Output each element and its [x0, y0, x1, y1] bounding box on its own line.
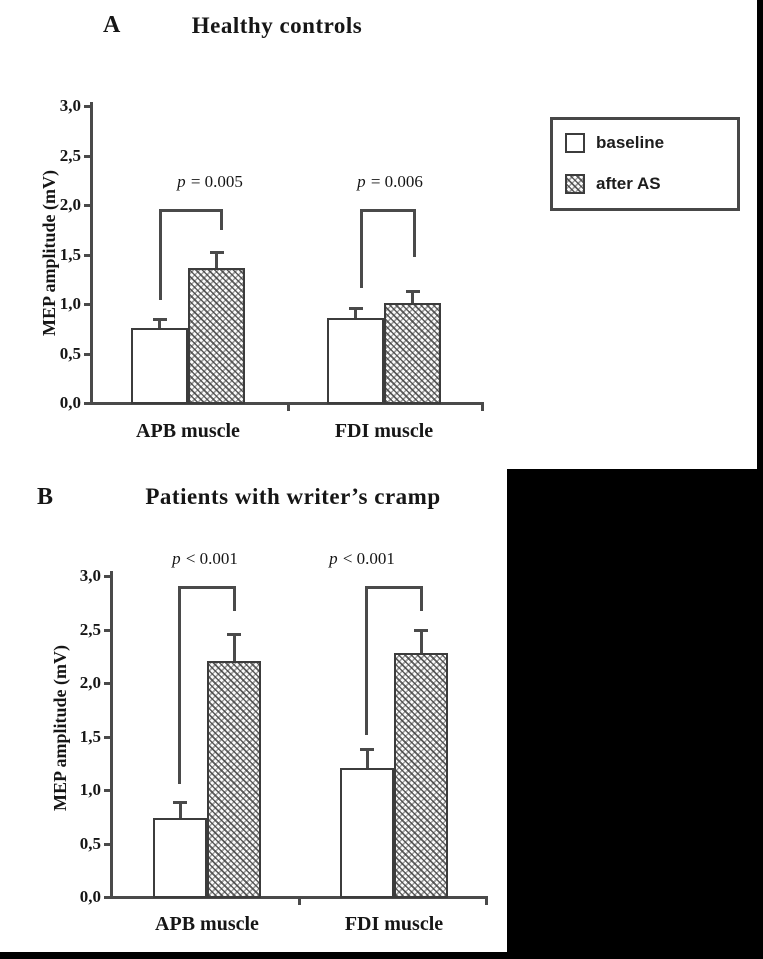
y-tick-label: 3,0 — [79, 566, 101, 585]
significance-bracket-left-leg — [178, 585, 181, 784]
error-bar-baseline-fdi-muscle — [354, 307, 357, 318]
y-tick-label: 0,0 — [59, 393, 81, 412]
black-right-border — [757, 0, 763, 959]
significance-bracket-top — [360, 208, 416, 212]
bar-after-as-apb-muscle — [188, 268, 245, 404]
legend-item-baseline: baseline — [565, 133, 737, 153]
category-label-apb-muscle: APB muscle — [136, 420, 240, 442]
x-axis-tick — [298, 899, 301, 905]
error-bar-after-as-fdi-muscle — [411, 291, 414, 303]
y-axis-tick — [104, 575, 110, 578]
significance-label: p = 0.006 — [357, 171, 423, 191]
y-axis-tick — [104, 628, 110, 632]
b-x-axis-line — [110, 896, 488, 899]
error-cap-baseline-apb-muscle — [152, 317, 167, 321]
y-tick-label: 0,0 — [79, 887, 101, 906]
legend-label-after-as: after AS — [596, 174, 661, 193]
significance-bracket-right-leg — [420, 585, 423, 612]
significance-bracket-left-leg — [159, 208, 162, 301]
error-bar-after-as-apb-muscle — [215, 251, 218, 269]
y-axis-tick — [104, 896, 110, 899]
error-bar-baseline-fdi-muscle — [365, 749, 369, 768]
significance-bracket-left-leg — [360, 208, 363, 289]
y-tick-label: 1,5 — [79, 726, 101, 746]
x-axis-tick — [485, 899, 488, 905]
x-axis-tick — [481, 405, 484, 411]
y-tick-label: 1,0 — [79, 780, 101, 799]
y-axis-tick — [84, 105, 90, 108]
y-tick-label: 1,5 — [59, 244, 81, 264]
bar-after-as-fdi-muscle — [384, 303, 441, 404]
bar-after-as-fdi-muscle — [394, 653, 448, 898]
y-axis-tick — [104, 735, 110, 739]
panel-b-letter: B — [37, 484, 54, 510]
error-cap-after-as-fdi-muscle — [405, 290, 420, 294]
significance-bracket-left-leg — [365, 585, 368, 736]
bar-baseline-apb-muscle — [131, 327, 188, 404]
b-y-axis-line — [110, 571, 113, 899]
y-tick-label: 2,0 — [59, 195, 81, 214]
significance-bracket-top — [365, 585, 423, 589]
legend: baseline after AS — [550, 117, 740, 211]
y-axis-tick — [104, 789, 110, 792]
y-axis-tick — [84, 402, 90, 405]
y-tick-label: 3,0 — [59, 96, 81, 115]
a-x-axis-line — [90, 402, 484, 405]
y-tick-label: 2,5 — [79, 619, 101, 639]
bar-baseline-fdi-muscle — [327, 317, 384, 404]
legend-swatch-baseline — [565, 133, 585, 153]
error-cap-baseline-apb-muscle — [173, 800, 187, 804]
panel-b-title: Patients with writer’s cramp — [145, 484, 441, 509]
y-tick-label: 0,5 — [79, 833, 101, 853]
x-axis-tick — [287, 405, 290, 411]
error-cap-after-as-apb-muscle — [227, 632, 241, 636]
error-cap-after-as-apb-muscle — [209, 250, 224, 254]
y-axis-tick — [84, 204, 90, 207]
y-axis-tick — [84, 253, 90, 257]
legend-item-after-as: after AS — [565, 174, 737, 194]
error-cap-baseline-fdi-muscle — [360, 748, 374, 752]
significance-bracket-top — [178, 585, 236, 589]
y-tick-label: 2,0 — [79, 673, 101, 692]
significance-bracket-right-leg — [220, 208, 223, 230]
y-tick-label: 1,0 — [59, 294, 81, 313]
y-axis-tick — [84, 352, 90, 356]
significance-label: p < 0.001 — [329, 548, 395, 568]
significance-bracket-top — [159, 208, 223, 212]
bar-baseline-apb-muscle — [153, 817, 207, 898]
y-axis-tick — [104, 682, 110, 685]
black-bottom-border — [0, 952, 763, 959]
y-axis-tick — [84, 303, 90, 306]
error-bar-baseline-apb-muscle — [158, 318, 161, 328]
error-bar-baseline-apb-muscle — [178, 801, 182, 818]
category-label-fdi-muscle: FDI muscle — [334, 420, 434, 442]
y-axis-tick — [84, 154, 90, 158]
a-y-axis-line — [90, 102, 93, 405]
black-redaction-rect — [507, 469, 763, 959]
error-cap-after-as-fdi-muscle — [414, 628, 428, 632]
significance-label: p < 0.001 — [172, 548, 238, 568]
error-bar-after-as-apb-muscle — [232, 633, 236, 661]
category-label-apb-muscle: APB muscle — [155, 913, 259, 935]
panel-a-title: Healthy controls — [191, 13, 363, 38]
significance-bracket-right-leg — [233, 585, 236, 612]
y-tick-label: 2,5 — [59, 145, 81, 165]
y-axis-tick — [104, 842, 110, 846]
legend-label-baseline: baseline — [596, 133, 665, 152]
error-bar-after-as-fdi-muscle — [419, 629, 423, 654]
panel-a-letter: A — [103, 12, 121, 38]
y-tick-label: 0,5 — [59, 343, 81, 363]
bar-baseline-fdi-muscle — [340, 767, 394, 898]
category-label-fdi-muscle: FDI muscle — [344, 913, 444, 935]
significance-label: p = 0.005 — [177, 171, 243, 191]
error-cap-baseline-fdi-muscle — [348, 306, 363, 310]
bar-after-as-apb-muscle — [207, 660, 261, 898]
significance-bracket-right-leg — [413, 208, 416, 258]
legend-swatch-after-as — [565, 174, 585, 194]
